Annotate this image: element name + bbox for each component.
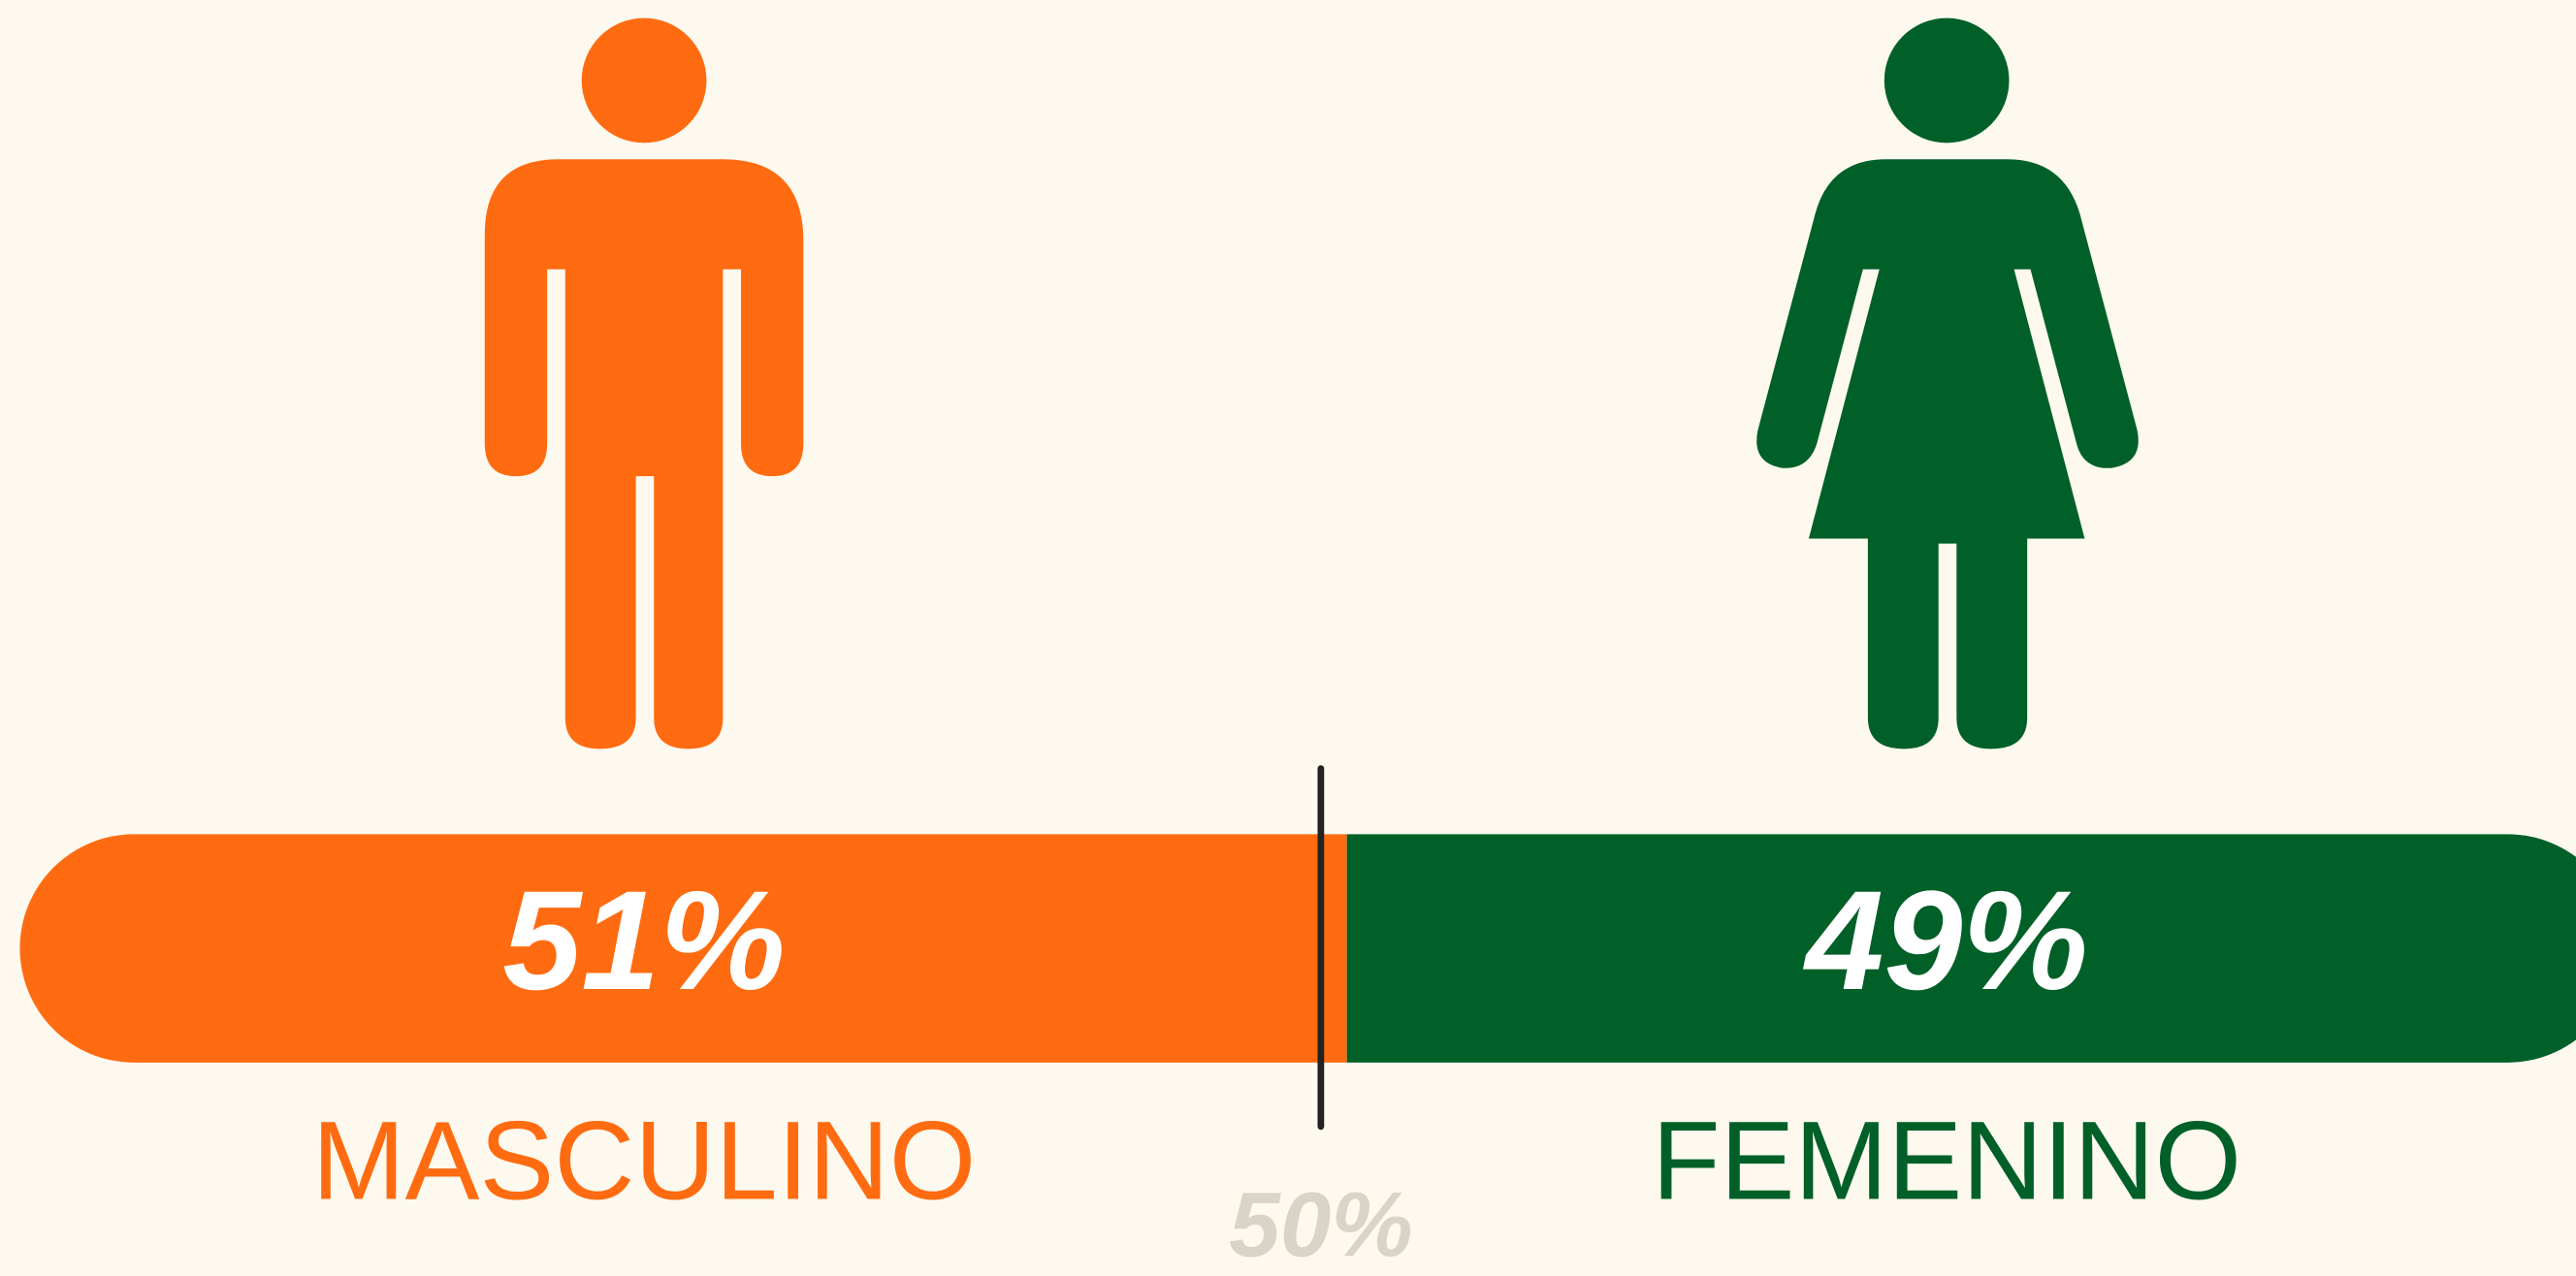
male-body	[484, 159, 804, 750]
male-icon	[484, 17, 804, 750]
female-icon	[1756, 17, 2139, 750]
value-label: 51%	[502, 861, 786, 1019]
bar-segment	[19, 834, 1347, 1063]
legend-label: MASCULINO	[312, 1099, 977, 1223]
bar-segment	[1346, 834, 2576, 1063]
reference-label: 50%	[1229, 1173, 1413, 1276]
female-body	[1756, 159, 2139, 750]
male-head	[581, 17, 707, 144]
value-label: 49%	[1802, 861, 2088, 1019]
female-head	[1884, 17, 2010, 144]
legend-label: FEMENINO	[1652, 1099, 2241, 1223]
